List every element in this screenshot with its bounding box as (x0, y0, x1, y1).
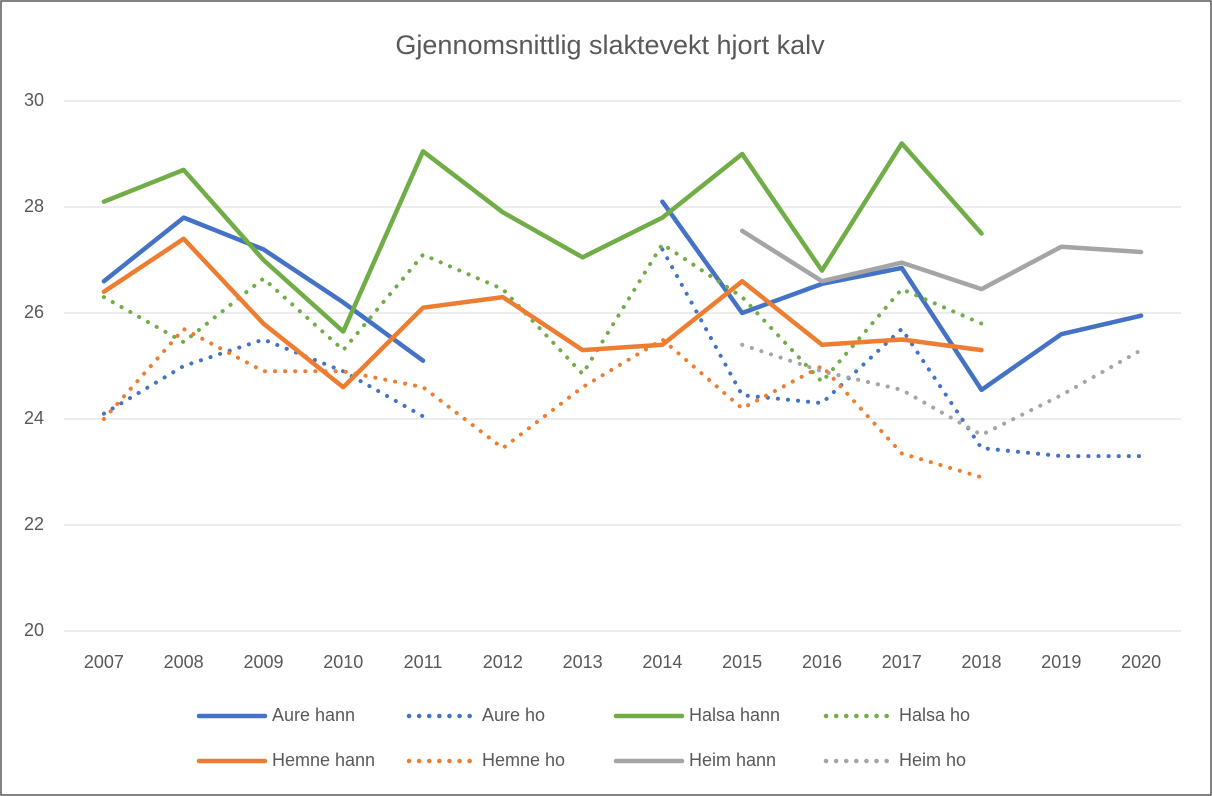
legend-label: Aure ho (482, 705, 545, 725)
y-tick-label: 20 (24, 620, 44, 640)
legend-label: Hemne ho (482, 750, 565, 770)
x-tick-label: 2007 (84, 652, 124, 672)
legend-label: Heim ho (899, 750, 966, 770)
x-tick-label: 2015 (722, 652, 762, 672)
data-line (739, 228, 1144, 292)
x-tick-label: 2008 (164, 652, 204, 672)
x-tick-label: 2014 (642, 652, 682, 672)
x-tick-label: 2016 (802, 652, 842, 672)
data-line (740, 342, 1144, 437)
x-tick-label: 2009 (243, 652, 283, 672)
data-line (101, 247, 1144, 459)
x-tick-label: 2010 (323, 652, 363, 672)
x-tick-label: 2018 (962, 652, 1002, 672)
y-tick-label: 28 (24, 196, 44, 216)
y-tick-label: 30 (24, 90, 44, 110)
data-line (101, 141, 984, 334)
data-line (101, 199, 1144, 393)
x-tick-label: 2012 (483, 652, 523, 672)
legend-label: Halsa hann (689, 705, 780, 725)
legend-label: Aure hann (272, 705, 355, 725)
y-tick-label: 22 (24, 514, 44, 534)
legend-label: Heim hann (689, 750, 776, 770)
x-tick-label: 2020 (1121, 652, 1161, 672)
x-tick-label: 2013 (563, 652, 603, 672)
chart-title: Gjennomsnittlig slaktevekt hjort kalv (395, 30, 825, 60)
y-tick-label: 26 (24, 302, 44, 322)
legend-label: Halsa ho (899, 705, 970, 725)
x-tick-label: 2017 (882, 652, 922, 672)
x-tick-label: 2019 (1041, 652, 1081, 672)
legend-label: Hemne hann (272, 750, 375, 770)
y-tick-label: 24 (24, 408, 44, 428)
x-tick-label: 2011 (404, 652, 443, 672)
data-line (101, 236, 984, 390)
